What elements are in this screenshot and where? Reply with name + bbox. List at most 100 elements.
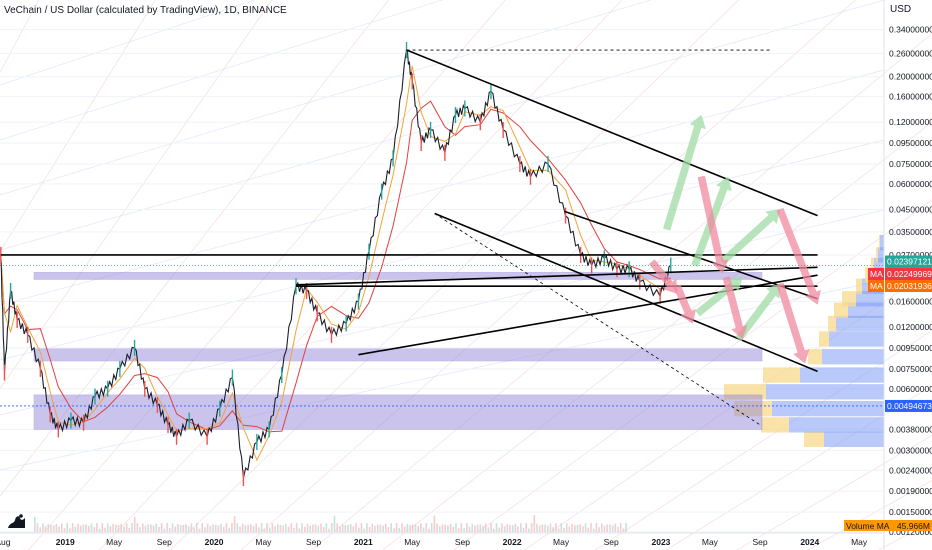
vp-bar-yellow: [876, 247, 878, 263]
volume-bar: [487, 527, 490, 532]
fan-line: [0, 0, 390, 497]
volume-bar: [590, 523, 592, 532]
vp-bar-yellow: [871, 257, 874, 274]
volume-bar: [98, 528, 101, 532]
tradingview-logo-icon[interactable]: [6, 512, 28, 537]
volume-bar: [182, 524, 185, 532]
projection-arrow-down: [776, 207, 821, 305]
volume-bar: [290, 523, 293, 532]
volume-bar: [274, 526, 276, 532]
volume-bar: [387, 526, 390, 532]
vp-bar-blue: [766, 384, 884, 400]
volume-bar: [204, 527, 206, 532]
price-axis[interactable]: 0.34000000 0.26000000 0.20000000 0.16000000…: [883, 0, 932, 550]
projection-arrow-up: [663, 114, 706, 231]
volume-bar: [106, 523, 109, 532]
volume-bar: [163, 528, 166, 532]
volume-bar: [552, 527, 554, 532]
volume-bar: [155, 523, 158, 532]
volume-bar: [333, 515, 336, 532]
volume-bar: [417, 526, 419, 532]
volume-bar: [444, 524, 446, 532]
volume-bar: [144, 525, 147, 532]
x-tick-label: 2019: [56, 537, 75, 547]
x-tick-label: 2023: [652, 537, 671, 547]
zone-band: [33, 272, 763, 280]
volume-bar: [474, 525, 476, 532]
volume-bar: [39, 527, 41, 532]
y-tick-label: 0.07500000: [889, 159, 932, 169]
fan-line: [0, 0, 444, 141]
fan-line: [0, 0, 273, 390]
volume-bar: [241, 523, 244, 532]
volume-bar: [441, 524, 444, 532]
volume-bar: [120, 523, 122, 532]
volume-bar: [455, 523, 457, 532]
volume-bar: [42, 523, 44, 532]
trendlines: [0, 49, 818, 426]
volume-bar: [457, 528, 460, 532]
volume-bar: [368, 527, 371, 532]
volume-bar: [579, 524, 581, 532]
fan-line: [736, 434, 932, 550]
volume-bar: [493, 528, 495, 532]
volume-bar: [568, 526, 571, 532]
x-tick-label: 2020: [205, 537, 224, 547]
volume-bar: [525, 523, 527, 532]
volume-bar: [77, 523, 79, 532]
volume-bar: [541, 524, 544, 532]
volume-bar: [514, 523, 517, 532]
volume-bar: [66, 523, 68, 532]
volume-bar: [374, 525, 376, 532]
fan-line: [98, 0, 623, 550]
trendline: [358, 274, 818, 356]
vp-bar-blue: [789, 417, 884, 433]
volume-bar: [198, 528, 201, 532]
volume-bar: [255, 523, 257, 532]
volume-bar: [169, 527, 171, 532]
time-axis[interactable]: Aug 2019 May Sep 2020 May Sep 2021 May Sep 2022 May…: [0, 532, 884, 547]
volume-bar: [206, 523, 209, 532]
volume-ma-bg: [844, 520, 932, 531]
current-price-tag-bg: [885, 255, 932, 268]
volume-bar: [476, 524, 479, 532]
volume-bar: [131, 523, 133, 532]
volume-bar: [90, 523, 93, 532]
y-tick-label: 0.00190000: [889, 486, 932, 496]
volume-bar: [428, 528, 430, 532]
fan-line: [0, 0, 885, 251]
volume-bar: [142, 523, 144, 532]
volume-bar: [112, 524, 114, 532]
volume-bar: [79, 525, 82, 532]
volume-bar: [506, 524, 509, 532]
volume-bar: [236, 523, 239, 532]
volume-bar: [304, 526, 306, 532]
volume-bar: [520, 523, 522, 532]
fan-line: [0, 139, 885, 361]
volume-bar: [511, 525, 514, 532]
y-tick-label: 0.16000000: [889, 92, 932, 102]
trendline: [295, 266, 818, 286]
volume-bar: [606, 524, 608, 532]
volume-bar: [171, 523, 174, 532]
volume-bar: [379, 524, 382, 532]
x-tick-label: May: [106, 537, 123, 547]
ma-label-bg: [868, 280, 884, 292]
volume-bar: [85, 524, 87, 532]
volume-bar: [420, 523, 422, 532]
volume-bar: [530, 523, 533, 532]
volume-bar: [466, 523, 468, 532]
ma-line-red: [0, 100, 671, 433]
vp-bar-blue: [772, 400, 884, 417]
volume-bar: [301, 523, 303, 532]
volume-bar: [239, 526, 241, 532]
volume-bar: [403, 526, 406, 532]
y-tick-label: 0.01600000: [889, 297, 932, 307]
volume-bar: [471, 523, 473, 532]
volume-bar: [430, 523, 433, 532]
volume-bar: [185, 524, 187, 532]
volume-bar: [439, 525, 441, 532]
volume-bar: [328, 528, 330, 532]
volume-bar: [598, 527, 600, 532]
